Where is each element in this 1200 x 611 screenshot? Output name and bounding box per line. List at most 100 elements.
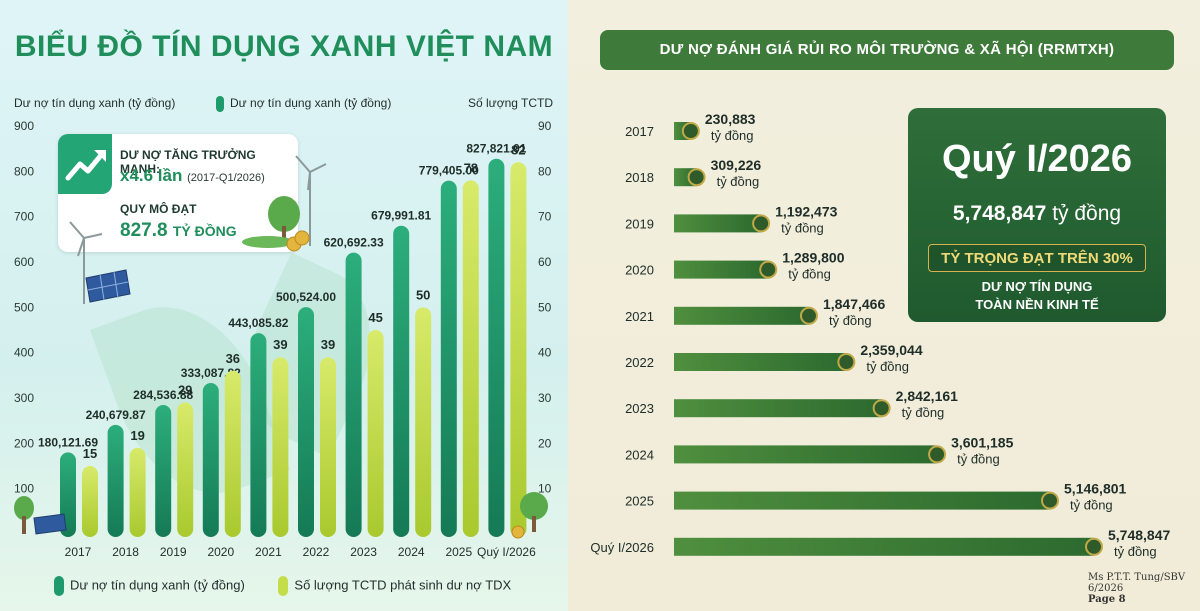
y-left-tick: 800 [14, 164, 34, 178]
credit-bar [202, 383, 219, 537]
summary-period: Quý I/2026 [941, 138, 1133, 180]
risk-bar [674, 399, 882, 418]
left-bar-chart: 100 200 300 400 500 600 700 800 900 10 20 30 40 50 60 7… [14, 119, 552, 559]
bar-end-cap [687, 168, 706, 187]
growth-period: (2017-Q1/2026) [187, 172, 265, 184]
y-right-tick: 80 [538, 164, 552, 178]
credit-data-label: 443,085.82 [228, 316, 288, 330]
credit-data-label: 620,692.33 [324, 236, 384, 250]
y-right-tick: 90 [538, 119, 552, 133]
bar-end-cap [1085, 537, 1103, 556]
legend-bottom: Dư nợ tín dụng xanh (tỷ đồng) Số lượng T… [54, 576, 511, 596]
y-tick-label: 2021 [625, 309, 654, 324]
risk-data-label: 230,883 [705, 111, 756, 127]
y-left-tick: 900 [14, 119, 34, 133]
y-right-tick: 50 [538, 300, 552, 314]
bar-end-cap [837, 353, 856, 371]
risk-unit-label: tỷ đồng [711, 128, 754, 143]
x-tick-label: 2017 [65, 545, 92, 559]
risk-data-label: 309,226 [711, 157, 762, 173]
y-left-tick: 400 [14, 346, 34, 360]
scale-value: 827.8 TỶ ĐỒNG [120, 220, 237, 242]
y-tick-label: 2019 [625, 216, 654, 231]
credit-data-label: 779,405.00 [419, 164, 479, 178]
credit-bar [440, 180, 457, 537]
x-tick-label: 2018 [112, 545, 139, 559]
count-data-label: 78 [464, 160, 478, 175]
summary-description: DƯ NỢ TÍN DỤNG TOÀN NỀN KINH TẾ [908, 278, 1166, 314]
risk-data-label: 1,289,800 [782, 250, 844, 266]
legend-top-label: Dư nợ tín dụng xanh (tỷ đồng) [230, 96, 392, 111]
credit-data-label: 500,524.00 [276, 290, 336, 304]
risk-data-label: 5,748,847 [1108, 527, 1170, 543]
solar-tree-icon-left [14, 496, 67, 535]
risk-bar [674, 306, 809, 325]
credit-data-label: 240,679.87 [86, 408, 146, 422]
credit-bar [345, 252, 362, 537]
risk-data-label: 2,842,161 [896, 388, 958, 404]
y-right-tick: 60 [538, 255, 552, 269]
credit-bar [393, 225, 410, 537]
scale-heading: QUY MÔ ĐẠT [120, 202, 197, 216]
y-tick-label: 2025 [625, 494, 654, 509]
bar-end-cap [1041, 491, 1060, 510]
y-tick-label: 2020 [625, 263, 654, 278]
risk-unit-label: tỷ đồng [866, 359, 909, 374]
risk-data-label: 1,847,466 [823, 296, 885, 312]
legend-swatch-count [278, 576, 289, 596]
count-bar [129, 447, 146, 537]
y-left-tick: 500 [14, 300, 34, 314]
y-right-tick: 10 [538, 482, 552, 496]
bar-end-cap [928, 445, 947, 464]
risk-unit-label: tỷ đồng [902, 405, 945, 420]
summary-value-number: 5,748,847 [952, 202, 1047, 225]
legend-swatch-credit-bottom [54, 576, 64, 596]
count-bar [462, 180, 479, 537]
x-tick-label: 2019 [160, 545, 187, 559]
growth-heading: DƯ NỢ TĂNG TRƯỞNG MẠNH: [120, 148, 256, 176]
risk-unit-label: tỷ đồng [829, 313, 872, 328]
y-left-tick: 600 [14, 255, 34, 269]
count-data-label: 15 [83, 446, 97, 461]
credit-data-label: 827,821.01 [466, 142, 526, 156]
risk-unit-label: tỷ đồng [1114, 544, 1157, 559]
count-data-label: 29 [178, 383, 192, 398]
y-right-axis-label: Số lượng TCTD [468, 96, 554, 110]
risk-bar [674, 445, 938, 464]
legend-top: Dư nợ tín dụng xanh (tỷ đồng) [216, 96, 391, 112]
credit-data-label: 180,121.69 [38, 435, 98, 449]
q1-2026-summary-box: Quý I/2026 5,748,847 tỷ đồng TỶ TRỌNG ĐẠ… [908, 108, 1166, 322]
credit-bar [298, 307, 314, 537]
footer-date: 6/2026 [1088, 583, 1124, 594]
count-bar [415, 307, 432, 537]
legend-label-count: Số lượng TCTD phát sinh dư nợ TDX [294, 577, 512, 593]
y-left-axis-label: Dư nợ tín dụng xanh (tỷ đồng) [14, 96, 176, 110]
credit-bar [107, 424, 124, 537]
count-bar [510, 162, 527, 537]
risk-unit-label: tỷ đồng [957, 451, 1000, 466]
count-data-label: 39 [321, 337, 335, 352]
footer-note: Ms P.T.T. Tung/SBV 6/2026 Page 8 [1088, 572, 1185, 605]
y-left-tick: 100 [14, 482, 34, 496]
count-bar [367, 330, 384, 537]
bar-end-cap [799, 306, 818, 325]
risk-bar [674, 214, 762, 233]
legend-swatch-credit [216, 96, 224, 112]
x-tick-label: Quý I/2026 [477, 545, 536, 559]
count-data-label: 45 [368, 310, 382, 325]
risk-data-label: 2,359,044 [860, 342, 922, 358]
summary-value-unit: tỷ đồng [1052, 202, 1122, 225]
y-tick-label: 2023 [625, 401, 654, 416]
credit-bar [488, 158, 505, 538]
risk-unit-label: tỷ đồng [781, 220, 824, 235]
tree-icon-right [511, 492, 548, 539]
count-bar [177, 402, 194, 537]
x-tick-label: 2025 [445, 545, 472, 559]
x-tick-label: 2023 [350, 545, 377, 559]
scale-number: 827.8 [120, 220, 168, 241]
summary-value: 5,748,847 tỷ đồng [908, 202, 1166, 226]
y-tick-label: Quý I/2026 [590, 540, 654, 555]
bar-end-cap [759, 260, 778, 279]
risk-data-label: 3,601,185 [951, 434, 1013, 450]
